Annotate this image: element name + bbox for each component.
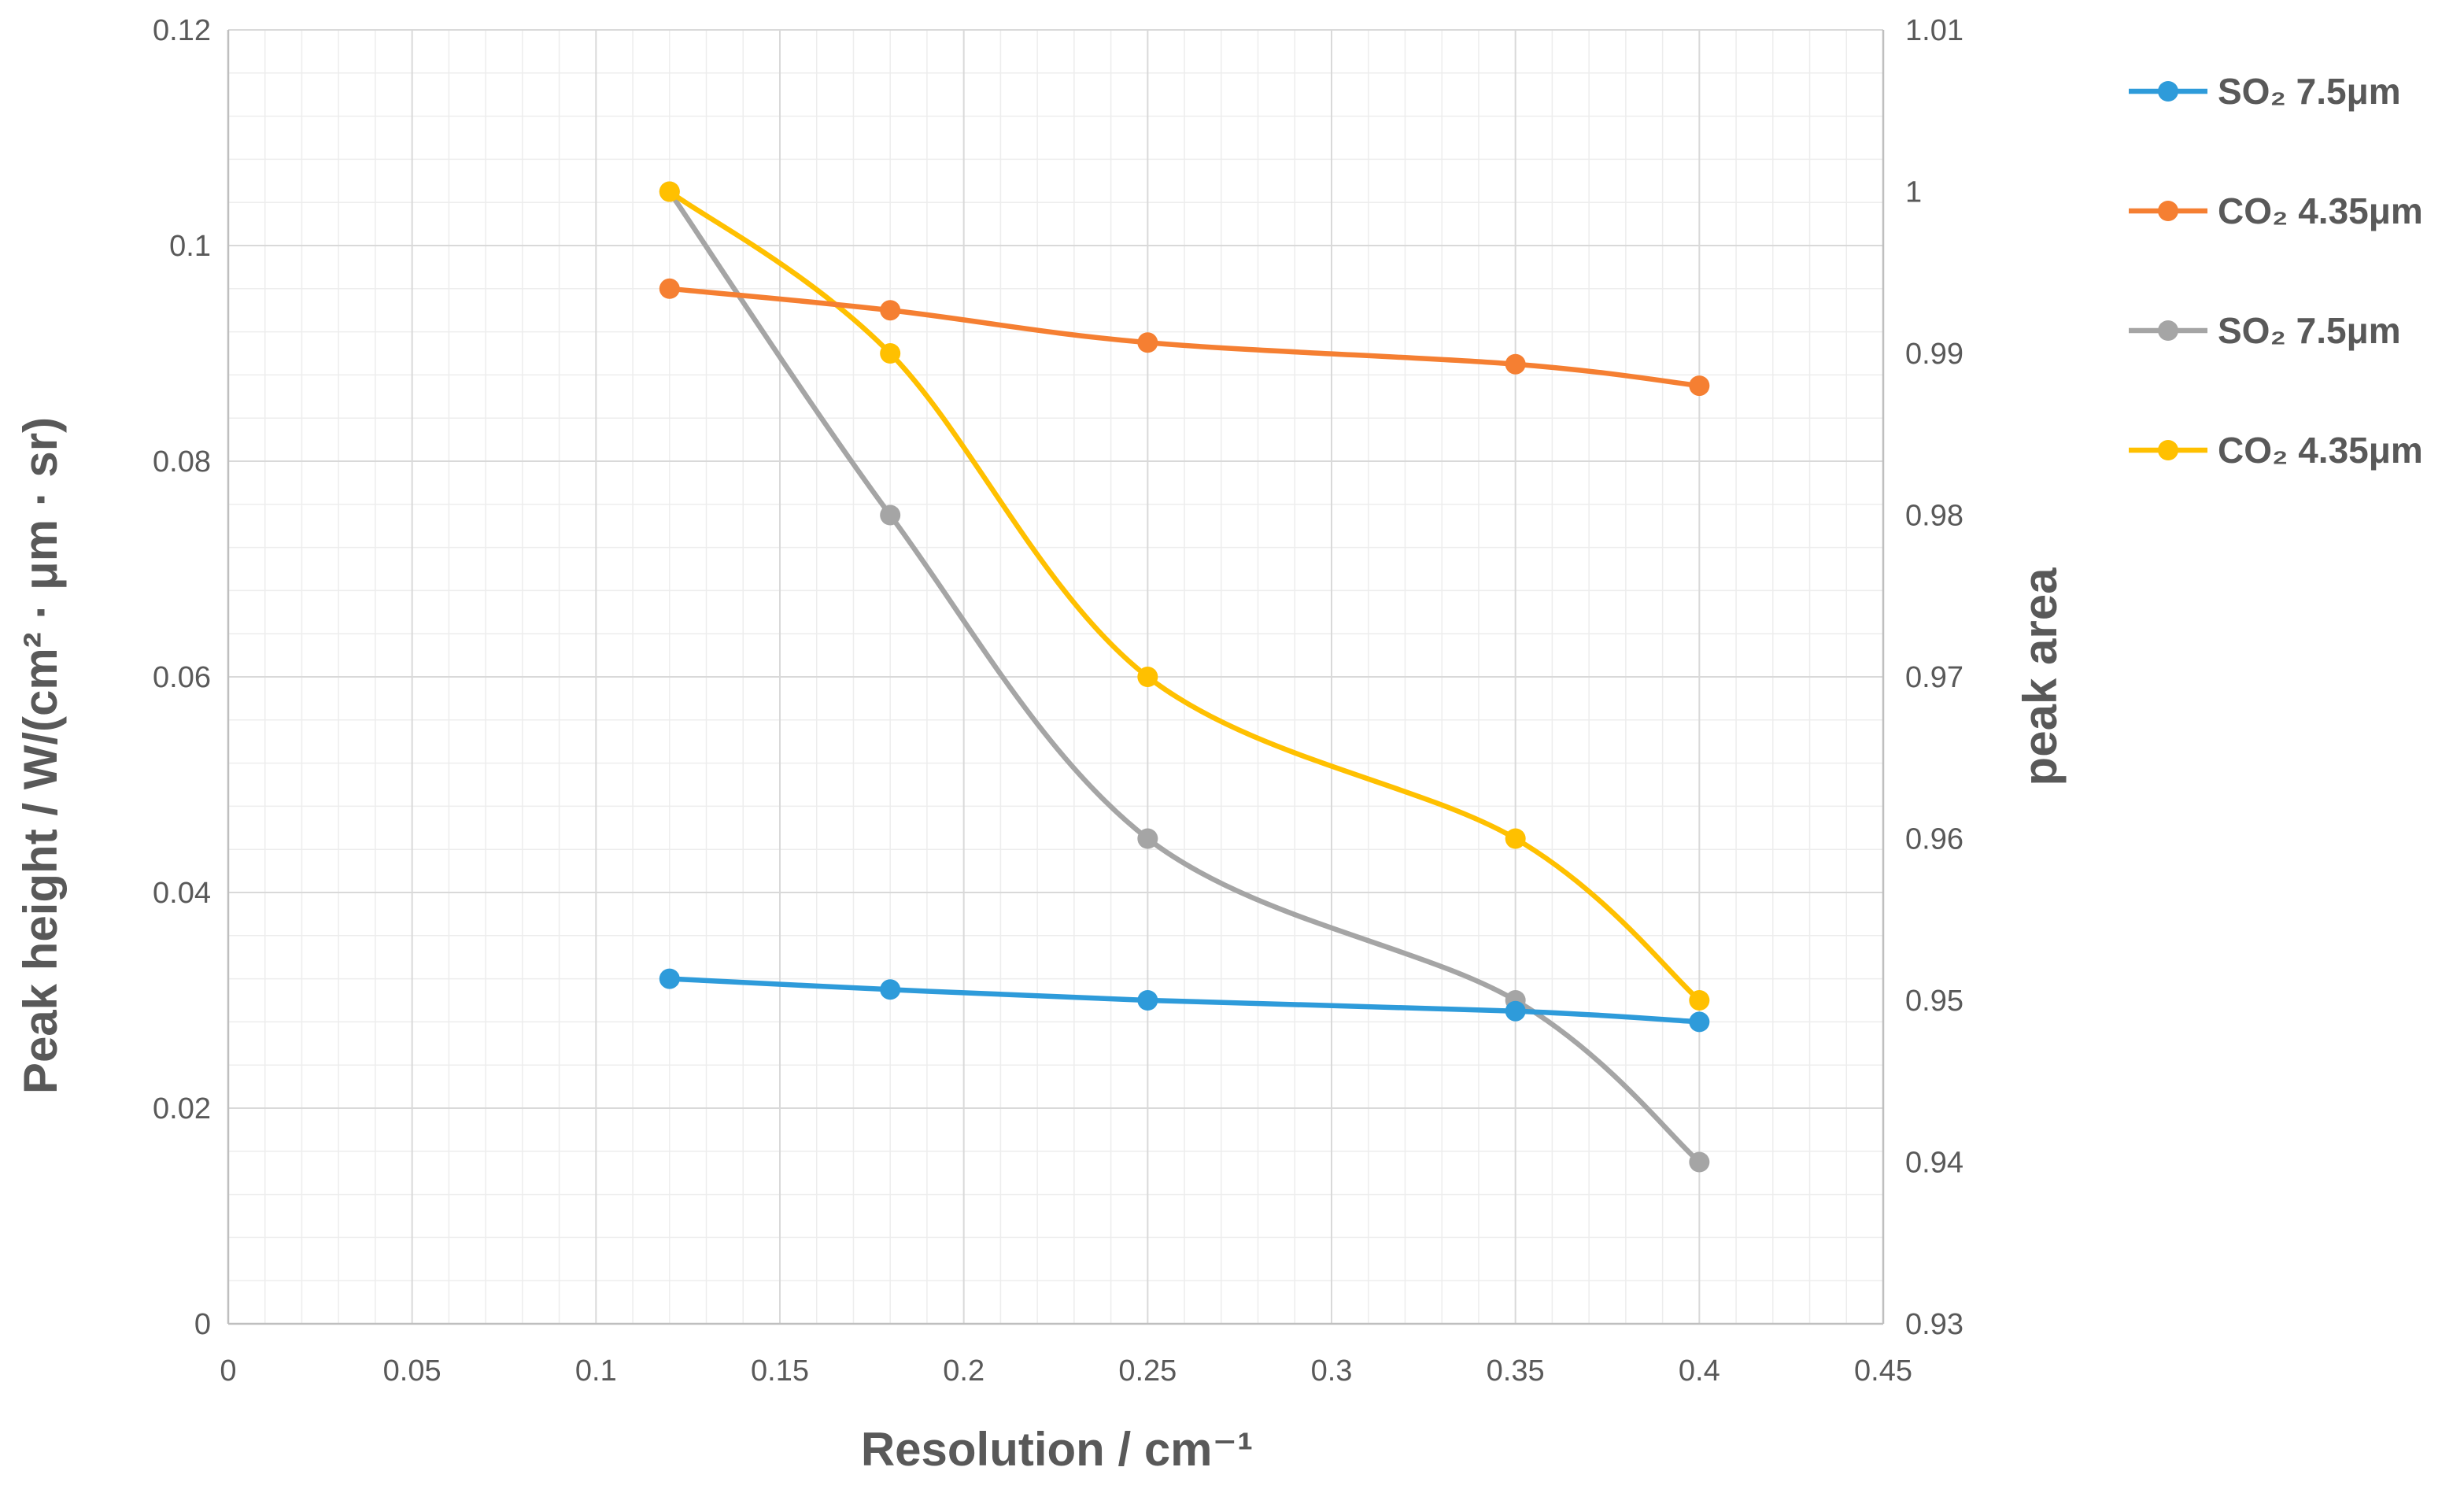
data-point-series-3-1: [880, 343, 901, 364]
y2-tick-label: 0.94: [1905, 1147, 1963, 1180]
legend-item-1: CO₂ 4.35μm: [2129, 190, 2423, 231]
x-tick-label: 0: [220, 1354, 236, 1388]
y-tick-label: 0.02: [153, 1092, 211, 1125]
data-point-series-2-4: [1689, 1151, 1710, 1173]
x-tick-label: 0.45: [1854, 1354, 1912, 1388]
data-point-series-3-2: [1137, 667, 1158, 687]
y2-tick-label: 0.93: [1905, 1308, 1963, 1341]
data-point-series-3-0: [659, 181, 680, 202]
y2-tick-label: 0.98: [1905, 500, 1963, 533]
y2-tick-label: 1.01: [1905, 14, 1963, 47]
legend-item-3: CO₂ 4.35μm: [2129, 430, 2423, 471]
y-tick-label: 0.04: [153, 877, 211, 910]
y-tick-label: 0.1: [169, 230, 211, 263]
legend-swatch-marker: [2158, 320, 2178, 341]
data-point-series-3-3: [1505, 828, 1526, 849]
series-points: [659, 181, 1710, 1173]
x-tick-label: 0.4: [1679, 1354, 1720, 1388]
x-tick-label: 0.2: [943, 1354, 984, 1388]
y2-tick-label: 0.99: [1905, 338, 1963, 371]
x-tick-label: 0.3: [1311, 1354, 1353, 1388]
x-tick-label: 0.05: [383, 1354, 441, 1388]
y2-tick-label: 1: [1905, 176, 1922, 209]
data-point-series-0-3: [1505, 1000, 1526, 1022]
y-tick-label: 0: [194, 1308, 211, 1341]
legend-label: SO₂ 7.5μm: [2218, 310, 2401, 351]
legend-swatch-marker: [2158, 440, 2178, 460]
legend-item-0: SO₂ 7.5μm: [2129, 71, 2401, 112]
y-axis-right-ticks: 0.93 0.94 0.95 0.96 0.97 0.98 0.99 1 1.01: [1905, 14, 1963, 1341]
y-axis-left-ticks: 0 0.02 0.04 0.06 0.08 0.1 0.12: [153, 14, 211, 1341]
data-point-series-2-1: [880, 504, 901, 526]
legend-label: CO₂ 4.35μm: [2218, 430, 2423, 471]
x-axis-title: Resolution / cm⁻¹: [861, 1423, 1253, 1476]
data-point-series-0-0: [659, 968, 680, 989]
data-point-series-1-1: [880, 300, 901, 321]
data-point-series-1-4: [1689, 375, 1710, 397]
data-point-series-0-4: [1689, 1011, 1710, 1033]
y-tick-label: 0.06: [153, 661, 211, 694]
y-axis-right-title: peak area: [2014, 567, 2067, 786]
x-tick-label: 0.25: [1118, 1354, 1177, 1388]
axes: [227, 30, 1885, 1325]
x-tick-label: 0.35: [1487, 1354, 1545, 1388]
series-line-2: [667, 189, 1702, 1165]
data-point-series-0-1: [880, 979, 901, 1000]
data-point-series-1-2: [1137, 332, 1158, 353]
legend-item-2: SO₂ 7.5μm: [2129, 310, 2401, 351]
y2-tick-label: 0.97: [1905, 661, 1963, 694]
y-tick-label: 0.12: [153, 14, 211, 47]
legend: SO₂ 7.5μm CO₂ 4.35μm SO₂ 7.5μm CO₂ 4.35μm: [2129, 71, 2423, 471]
data-point-series-2-2: [1137, 828, 1158, 849]
x-tick-label: 0.1: [575, 1354, 617, 1388]
y-tick-label: 0.08: [153, 445, 211, 479]
legend-label: CO₂ 4.35μm: [2218, 190, 2423, 231]
x-tick-label: 0.15: [751, 1354, 809, 1388]
data-point-series-3-4: [1689, 990, 1710, 1011]
x-axis-ticks: 0 0.05 0.1 0.15 0.2 0.25 0.3 0.35 0.4 0.45: [220, 1354, 1912, 1388]
data-point-series-1-0: [659, 278, 680, 299]
y-axis-left-title: Peak height / W/(cm² · μm · sr): [14, 417, 67, 1094]
data-point-series-1-3: [1505, 353, 1526, 375]
y2-tick-label: 0.96: [1905, 823, 1963, 856]
legend-label: SO₂ 7.5μm: [2218, 71, 2401, 112]
y2-tick-label: 0.95: [1905, 985, 1963, 1018]
data-point-series-0-2: [1137, 990, 1158, 1011]
legend-swatch-marker: [2158, 81, 2178, 102]
legend-swatch-marker: [2158, 201, 2178, 221]
